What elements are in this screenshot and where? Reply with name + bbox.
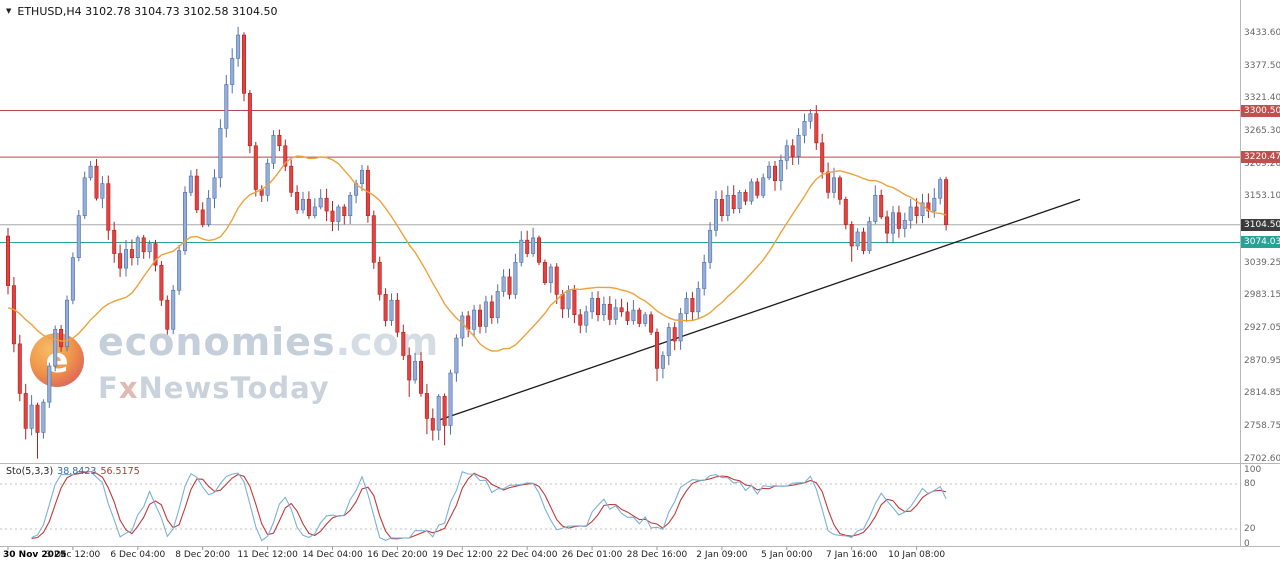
- indicator-label: Sto(5,3,3) 38.8423 56.5175: [6, 466, 140, 477]
- indicator-value-signal: 56.5175: [100, 466, 140, 477]
- symbol-dropdown-icon[interactable]: ▼: [6, 7, 12, 15]
- chart-header: ▼ ETHUSD,H4 3102.78 3104.73 3102.58 3104…: [6, 5, 278, 18]
- indicator-name: Sto(5,3,3): [6, 466, 54, 477]
- watermark-brand: economies: [98, 320, 336, 364]
- symbol-info: ETHUSD,H4 3102.78 3104.73 3102.58 3104.5…: [17, 5, 278, 18]
- watermark-brand-line: economies.com: [98, 320, 438, 372]
- watermark-subbrand: FxNewsToday: [98, 371, 330, 405]
- indicator-value-main: 38.8423: [57, 466, 97, 477]
